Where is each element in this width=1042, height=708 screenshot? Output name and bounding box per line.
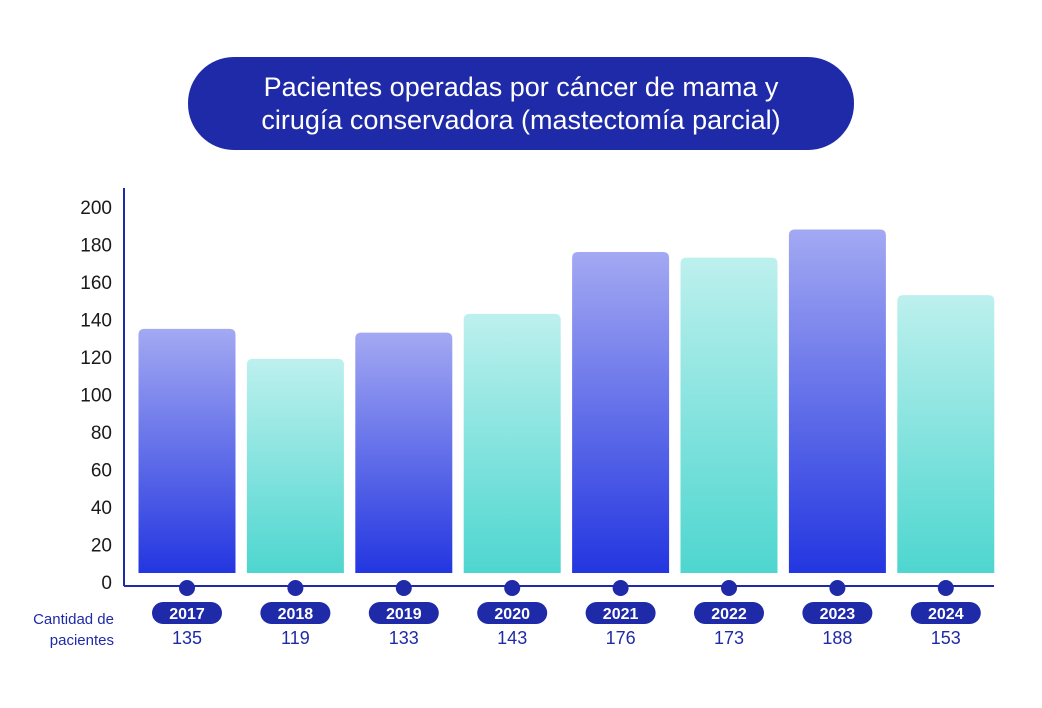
y-tick-label: 20: [91, 536, 112, 557]
year-pill: [368, 602, 439, 624]
y-tick-label: 160: [80, 273, 112, 294]
y-tick-label: 180: [80, 236, 112, 257]
chart-title: Pacientes operadas por cáncer de mama y …: [188, 57, 854, 150]
x-tick-marker: [612, 580, 629, 596]
x-tick-marker: [395, 580, 412, 596]
bar-2024: [897, 295, 995, 573]
x-tick-label: 2019: [386, 606, 422, 623]
x-tick-label: 2017: [169, 606, 205, 623]
bar-2023: [788, 229, 886, 573]
year-pill: [260, 602, 331, 624]
x-tick-marker: [721, 580, 737, 596]
y-tick-label: 80: [91, 423, 112, 444]
bar-2021: [572, 252, 670, 573]
x-tick-label: 2018: [278, 606, 314, 623]
x-tick-marker: [287, 580, 304, 596]
row-label: Cantidad de pacientes: [0, 609, 114, 651]
y-tick-label: 60: [91, 461, 112, 482]
x-tick-label: 2023: [820, 606, 856, 623]
x-tick-marker: [179, 580, 195, 596]
y-tick-label: 140: [80, 311, 112, 332]
bar-2020: [463, 313, 561, 573]
chart-title-line-1: Pacientes operadas por cáncer de mama y: [263, 71, 779, 102]
data-label: 176: [606, 628, 636, 648]
bar-2019: [355, 332, 453, 573]
bar-2022: [680, 257, 778, 573]
chart-title-line-2: cirugía conservadora (mastectomía parcia…: [261, 104, 781, 135]
x-tick-marker: [504, 580, 521, 596]
y-tick-label: 100: [80, 386, 112, 407]
data-label: 153: [931, 628, 961, 648]
year-pill: [694, 602, 764, 624]
data-label: 135: [172, 628, 202, 648]
year-pill: [152, 602, 222, 624]
data-label: 173: [714, 628, 744, 648]
y-tick-label: 120: [80, 348, 112, 369]
data-label: 188: [822, 628, 852, 648]
year-pill: [802, 602, 873, 624]
year-pill: [910, 602, 981, 624]
data-label: 143: [497, 628, 527, 648]
bar-2018: [246, 358, 344, 573]
year-pill: [585, 602, 656, 624]
x-tick-marker: [829, 580, 846, 596]
year-pill: [477, 602, 548, 624]
y-tick-label: 200: [80, 198, 112, 219]
bar-2017: [138, 328, 236, 573]
row-label-line-1: Cantidad de: [33, 611, 114, 628]
y-tick-label: 0: [101, 573, 112, 594]
data-label: 133: [389, 628, 419, 648]
x-tick-label: 2022: [711, 606, 747, 623]
x-tick-label: 2024: [928, 606, 964, 623]
x-tick-label: 2021: [603, 606, 639, 623]
row-label-line-2: pacientes: [49, 632, 114, 649]
data-label: 119: [281, 628, 310, 648]
x-tick-marker: [937, 580, 954, 596]
x-tick-label: 2020: [494, 606, 530, 623]
y-tick-label: 40: [91, 498, 112, 519]
